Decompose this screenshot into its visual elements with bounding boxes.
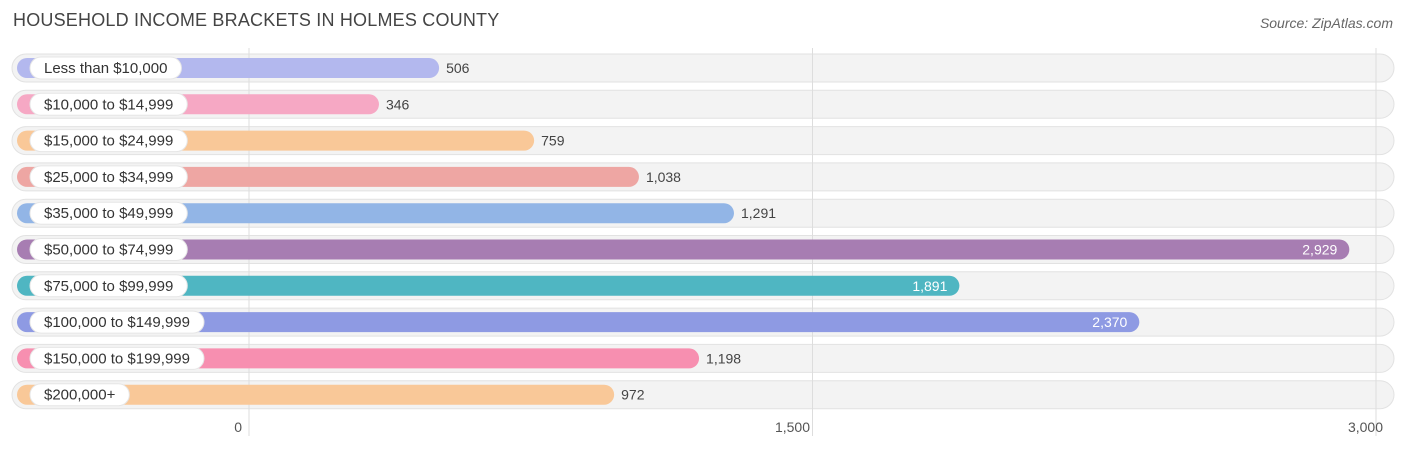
value-label: 1,291 [741, 205, 776, 221]
category-label: $150,000 to $199,999 [44, 350, 190, 367]
category-label: $10,000 to $14,999 [44, 96, 173, 113]
bar [17, 203, 734, 224]
value-label: 1,891 [912, 278, 947, 294]
category-pill [29, 346, 205, 370]
tick-label: 3,000 [1348, 419, 1383, 435]
category-label: Less than $10,000 [44, 60, 167, 77]
category-label: $35,000 to $49,999 [44, 205, 173, 222]
category-label: $75,000 to $99,999 [44, 278, 173, 295]
category-label: $15,000 to $24,999 [44, 133, 173, 150]
bar [17, 275, 960, 296]
bar [17, 239, 1350, 260]
category-pill [29, 129, 188, 153]
value-label: 2,929 [1302, 242, 1337, 258]
category-pill [29, 201, 188, 225]
category-pill [29, 56, 182, 80]
tick-label: 0 [234, 419, 242, 435]
category-label: $200,000+ [44, 387, 116, 404]
category-label: $50,000 to $74,999 [44, 242, 173, 259]
category-label: $100,000 to $149,999 [44, 314, 190, 331]
source-credit: Source: ZipAtlas.com [1259, 15, 1393, 31]
category-pill [29, 92, 188, 116]
value-label: 2,370 [1092, 314, 1127, 330]
category-pill [29, 383, 130, 407]
value-label: 1,198 [706, 350, 741, 366]
value-label: 972 [621, 387, 645, 403]
bar [17, 384, 615, 405]
value-label: 506 [446, 60, 470, 76]
value-label: 346 [386, 96, 410, 112]
chart-title: HOUSEHOLD INCOME BRACKETS IN HOLMES COUN… [13, 10, 500, 30]
tick-label: 1,500 [775, 419, 810, 435]
value-label: 759 [541, 133, 565, 149]
value-label: 1,038 [646, 169, 681, 185]
category-pill [29, 310, 205, 334]
category-pill [29, 274, 188, 298]
category-label: $25,000 to $34,999 [44, 169, 173, 186]
bar [17, 312, 1140, 333]
category-pill [29, 238, 188, 261]
category-pill [29, 165, 188, 189]
